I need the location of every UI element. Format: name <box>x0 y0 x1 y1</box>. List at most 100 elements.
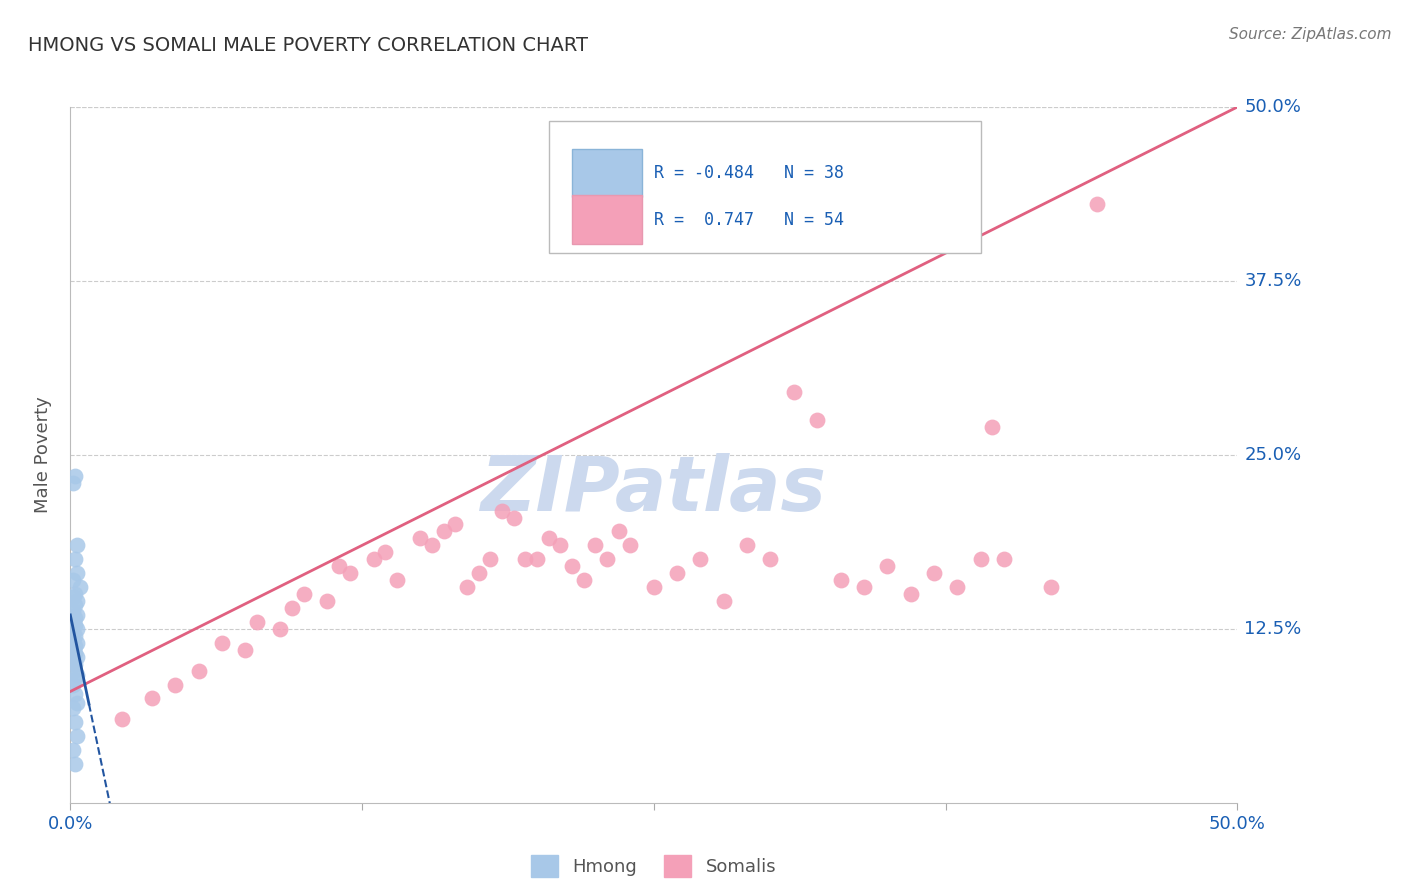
Point <box>66 636 89 650</box>
Point <box>62 642 84 657</box>
Point <box>66 649 89 664</box>
Point <box>63 673 86 688</box>
Point <box>62 615 84 629</box>
Point <box>385 573 408 587</box>
Text: 12.5%: 12.5% <box>1244 620 1302 638</box>
Point <box>526 552 548 566</box>
Point <box>572 573 595 587</box>
Point <box>63 617 86 632</box>
Point <box>63 587 86 601</box>
Point <box>537 532 560 546</box>
Point <box>269 622 291 636</box>
Point <box>607 524 630 539</box>
FancyBboxPatch shape <box>572 149 643 197</box>
Point <box>561 559 583 574</box>
Point <box>339 566 361 581</box>
Point <box>63 756 86 771</box>
Point <box>187 664 209 678</box>
Y-axis label: Male Poverty: Male Poverty <box>34 397 52 513</box>
Point <box>876 559 898 574</box>
Point <box>63 646 86 660</box>
Point <box>63 629 86 643</box>
Text: R = -0.484   N = 38: R = -0.484 N = 38 <box>654 164 844 182</box>
Point <box>993 552 1015 566</box>
Point <box>211 636 233 650</box>
Point <box>643 580 665 594</box>
Point <box>479 552 502 566</box>
FancyBboxPatch shape <box>548 121 980 253</box>
Point <box>66 594 89 608</box>
Point <box>66 566 89 581</box>
Point <box>281 601 304 615</box>
Point <box>292 587 315 601</box>
Point <box>491 503 513 517</box>
Point <box>666 566 689 581</box>
Point <box>246 615 269 629</box>
Point <box>713 594 735 608</box>
Point <box>946 580 969 594</box>
Point <box>62 654 84 668</box>
Point <box>62 590 84 604</box>
Point <box>1085 197 1108 211</box>
Point <box>830 573 852 587</box>
Point <box>63 468 86 483</box>
Point <box>62 626 84 640</box>
Point <box>467 566 491 581</box>
Point <box>62 573 84 587</box>
Point <box>619 538 641 552</box>
Point <box>900 587 922 601</box>
Text: 37.5%: 37.5% <box>1244 272 1302 290</box>
Point <box>456 580 478 594</box>
Text: 50.0%: 50.0% <box>1244 98 1301 116</box>
Point <box>852 580 875 594</box>
Point <box>735 538 758 552</box>
Point <box>69 580 91 594</box>
Text: HMONG VS SOMALI MALE POVERTY CORRELATION CHART: HMONG VS SOMALI MALE POVERTY CORRELATION… <box>28 36 588 54</box>
Point <box>409 532 432 546</box>
Point <box>63 552 86 566</box>
Point <box>66 667 89 681</box>
Point <box>316 594 339 608</box>
Point <box>63 611 86 625</box>
Point <box>444 517 467 532</box>
Point <box>420 538 443 552</box>
Point <box>806 413 828 427</box>
Point <box>63 715 86 730</box>
Point <box>62 475 84 490</box>
Point <box>66 696 89 710</box>
Point <box>783 385 806 400</box>
Point <box>63 639 86 653</box>
Point <box>363 552 385 566</box>
Point <box>585 538 607 552</box>
Point <box>689 552 711 566</box>
Text: ZIPatlas: ZIPatlas <box>481 453 827 526</box>
Point <box>141 691 163 706</box>
Point <box>62 664 84 678</box>
Point <box>969 552 991 566</box>
Point <box>165 677 187 691</box>
Point <box>111 712 134 726</box>
Point <box>502 510 524 524</box>
Point <box>1039 580 1062 594</box>
Text: Source: ZipAtlas.com: Source: ZipAtlas.com <box>1229 27 1392 42</box>
Point <box>63 657 86 671</box>
Point <box>922 566 945 581</box>
Point <box>66 622 89 636</box>
Point <box>515 552 537 566</box>
Point <box>62 604 84 618</box>
Point <box>759 552 782 566</box>
Legend: Hmong, Somalis: Hmong, Somalis <box>524 847 783 884</box>
Point <box>433 524 456 539</box>
Point <box>63 598 86 612</box>
Point <box>981 420 1004 434</box>
Text: 25.0%: 25.0% <box>1244 446 1302 464</box>
Point <box>374 545 396 559</box>
Point <box>66 729 89 743</box>
Point <box>596 552 619 566</box>
Point <box>62 701 84 715</box>
Point <box>62 743 84 757</box>
Point <box>62 632 84 646</box>
Point <box>233 642 256 657</box>
Point <box>328 559 350 574</box>
Point <box>63 687 86 701</box>
